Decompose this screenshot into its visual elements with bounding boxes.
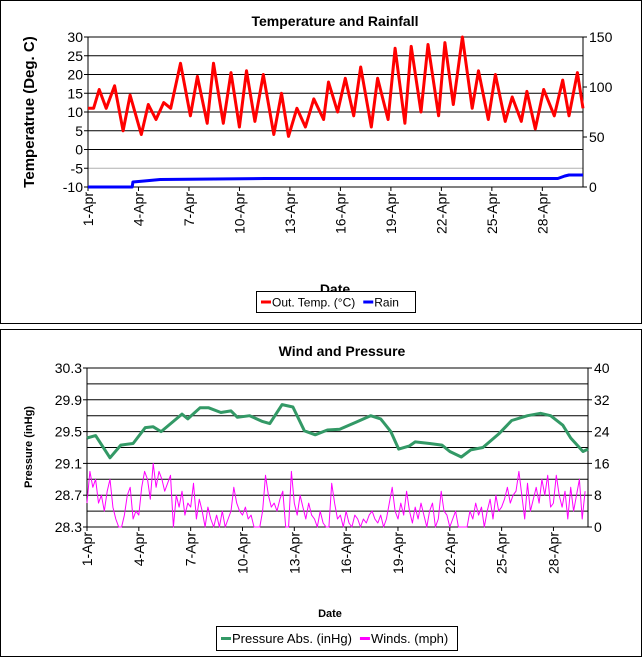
chart-title: Wind and Pressure xyxy=(279,343,406,359)
y2-tick-label: 50 xyxy=(589,129,605,145)
series-line-out-temp-c xyxy=(88,35,585,138)
y2-tick-label: 0 xyxy=(589,179,597,195)
x-tick-label: 22-Apr xyxy=(433,192,449,234)
x-tick-label: 16-Apr xyxy=(338,532,354,574)
series-line-rain xyxy=(88,173,583,189)
y-tick-label: 29.5 xyxy=(55,424,82,440)
series-line-pressure-abs-inhg xyxy=(86,403,589,460)
x-axis-title: Date xyxy=(318,608,342,620)
y-tick-label: 28.3 xyxy=(55,519,82,535)
legend-box xyxy=(256,291,416,313)
y2-tick-label: 8 xyxy=(594,487,602,503)
legend-label: Rain xyxy=(374,296,399,310)
legend: Pressure Abs. (inHg) Winds. (mph) xyxy=(216,626,458,651)
chart-border xyxy=(0,0,642,324)
y-tick-label: 5 xyxy=(75,123,83,139)
x-tick-label: 25-Apr xyxy=(484,192,500,234)
y-tick-label: 30 xyxy=(67,29,83,45)
x-tick-label: 10-Apr xyxy=(234,532,250,574)
y2-tick-label: 24 xyxy=(594,424,610,440)
y-tick-label: 25 xyxy=(67,48,83,64)
y-tick-label: 29.9 xyxy=(55,392,82,408)
y-tick-label: 28.7 xyxy=(55,487,82,503)
series-line-winds-mph xyxy=(86,462,586,528)
y2-tick-label: 16 xyxy=(594,455,610,471)
y-tick-label: 29.1 xyxy=(55,455,82,471)
x-tick-label: 25-Apr xyxy=(494,532,510,574)
x-tick-label: 22-Apr xyxy=(442,532,458,574)
x-tick-label: 19-Apr xyxy=(390,532,406,574)
x-tick-label: 1-Apr xyxy=(79,532,95,567)
x-tick-label: 7-Apr xyxy=(181,192,197,227)
y-tick-label: 10 xyxy=(67,104,83,120)
legend-box xyxy=(216,626,458,651)
x-tick-label: 13-Apr xyxy=(286,532,302,574)
y-tick-label: 0 xyxy=(75,142,83,158)
x-tick-label: 1-Apr xyxy=(80,192,96,227)
y-tick-label: 30.3 xyxy=(55,360,82,376)
wind-pressure-chart: Wind and Pressure Pressure (inHg) Date 2… xyxy=(0,329,642,657)
y-axis-title: Pressure (inHg) xyxy=(23,406,35,488)
chart-title: Temperature and Rainfall xyxy=(251,13,418,29)
x-tick-label: 4-Apr xyxy=(130,192,146,227)
y2-tick-label: 100 xyxy=(589,79,613,95)
x-tick-label: 28-Apr xyxy=(534,192,550,234)
legend-label: Pressure Abs. (inHg) xyxy=(232,631,352,646)
y-tick-label: -10 xyxy=(63,179,83,195)
x-tick-label: 16-Apr xyxy=(332,192,348,234)
x-tick-label: 10-Apr xyxy=(231,192,247,234)
x-tick-label: 4-Apr xyxy=(131,532,147,567)
legend: Out. Temp. (°C) Rain xyxy=(256,291,416,313)
y2-tick-label: 150 xyxy=(589,29,613,45)
legend-label: Out. Temp. (°C) xyxy=(272,296,355,310)
y-tick-label: 15 xyxy=(67,85,83,101)
temperature-rainfall-chart: Temperature and Rainfall Temperatrue (De… xyxy=(0,0,642,324)
y-axis-title: Temperatrue (Deg. C) xyxy=(21,36,38,187)
y-tick-label: 20 xyxy=(67,67,83,83)
x-tick-label: 13-Apr xyxy=(282,192,298,234)
y2-tick-label: 32 xyxy=(594,392,610,408)
x-tick-label: 19-Apr xyxy=(383,192,399,234)
y2-tick-label: 0 xyxy=(594,519,602,535)
y-tick-label: -5 xyxy=(71,160,84,176)
legend-label: Winds. (mph) xyxy=(371,631,448,646)
y2-tick-label: 40 xyxy=(594,360,610,376)
x-tick-label: 7-Apr xyxy=(183,532,199,567)
x-tick-label: 28-Apr xyxy=(545,532,561,574)
